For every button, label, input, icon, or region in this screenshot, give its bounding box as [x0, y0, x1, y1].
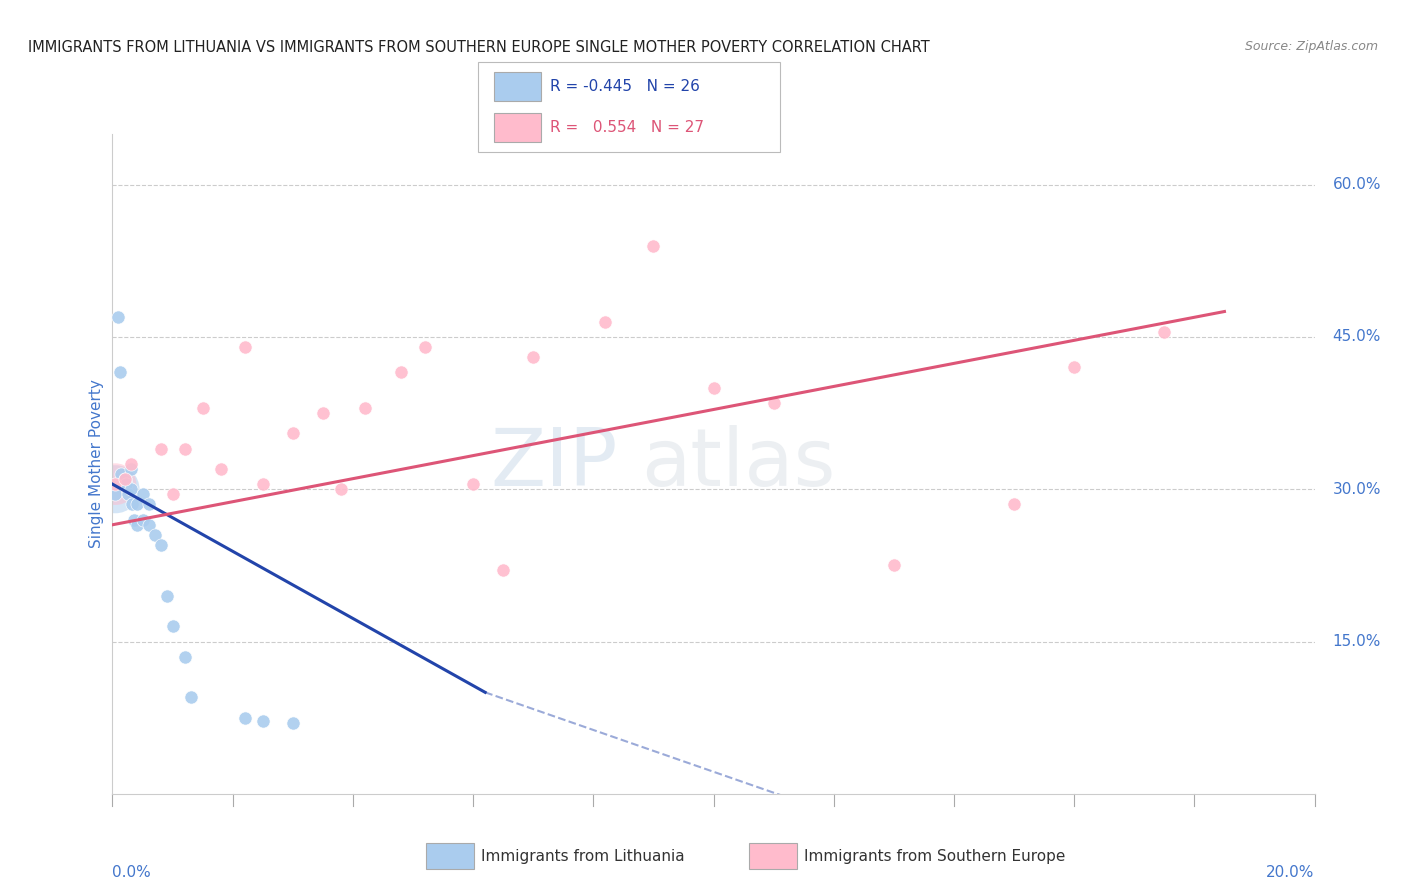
Point — [121, 498, 143, 512]
Point — [125, 498, 148, 512]
Point — [108, 366, 131, 380]
Point — [312, 406, 335, 420]
Point — [329, 482, 352, 496]
Text: R = -0.445   N = 26: R = -0.445 N = 26 — [550, 79, 700, 94]
Point — [125, 517, 148, 532]
Point — [173, 649, 195, 664]
Text: Immigrants from Southern Europe: Immigrants from Southern Europe — [804, 849, 1066, 863]
Text: Immigrants from Lithuania: Immigrants from Lithuania — [481, 849, 685, 863]
Text: 60.0%: 60.0% — [1333, 178, 1381, 192]
Point — [104, 482, 127, 496]
Text: Source: ZipAtlas.com: Source: ZipAtlas.com — [1244, 40, 1378, 54]
Point — [1153, 325, 1175, 339]
Point — [209, 462, 232, 476]
Point — [138, 517, 160, 532]
Point — [131, 487, 153, 501]
Point — [643, 238, 665, 252]
Point — [162, 619, 184, 633]
Text: 0.0%: 0.0% — [112, 865, 152, 880]
Point — [233, 711, 256, 725]
Point — [104, 487, 127, 501]
Text: atlas: atlas — [641, 425, 835, 503]
Point — [389, 366, 412, 380]
Point — [120, 457, 142, 471]
Point — [233, 340, 256, 354]
Point — [162, 487, 184, 501]
Point — [110, 467, 132, 481]
Point — [155, 589, 177, 603]
Point — [281, 715, 304, 730]
Point — [104, 477, 127, 491]
Point — [762, 396, 785, 410]
Point — [492, 564, 515, 578]
Point — [120, 462, 142, 476]
Text: 45.0%: 45.0% — [1333, 329, 1381, 344]
Point — [117, 487, 139, 501]
Point — [180, 690, 202, 705]
Text: ZIP: ZIP — [491, 425, 617, 503]
Point — [1063, 360, 1085, 375]
Point — [114, 472, 136, 486]
Point — [149, 442, 172, 456]
Point — [413, 340, 436, 354]
Point — [252, 714, 274, 728]
Point — [149, 538, 172, 552]
Point — [191, 401, 214, 415]
Point — [281, 426, 304, 441]
Point — [143, 528, 166, 542]
Point — [131, 513, 153, 527]
Point — [138, 498, 160, 512]
Point — [122, 513, 145, 527]
Point — [120, 482, 142, 496]
Point — [595, 315, 617, 329]
Point — [114, 477, 136, 491]
Y-axis label: Single Mother Poverty: Single Mother Poverty — [89, 379, 104, 549]
Point — [883, 558, 905, 573]
Point — [107, 310, 129, 324]
Point — [461, 477, 484, 491]
Text: IMMIGRANTS FROM LITHUANIA VS IMMIGRANTS FROM SOUTHERN EUROPE SINGLE MOTHER POVER: IMMIGRANTS FROM LITHUANIA VS IMMIGRANTS … — [28, 40, 929, 55]
Text: R =   0.554   N = 27: R = 0.554 N = 27 — [550, 120, 704, 135]
Point — [522, 350, 544, 364]
Point — [702, 381, 725, 395]
Text: 20.0%: 20.0% — [1267, 865, 1315, 880]
Point — [104, 477, 127, 491]
Point — [252, 477, 274, 491]
Point — [114, 472, 136, 486]
Point — [1002, 498, 1025, 512]
Point — [354, 401, 377, 415]
Text: 15.0%: 15.0% — [1333, 634, 1381, 649]
Point — [173, 442, 195, 456]
Text: 30.0%: 30.0% — [1333, 482, 1381, 497]
